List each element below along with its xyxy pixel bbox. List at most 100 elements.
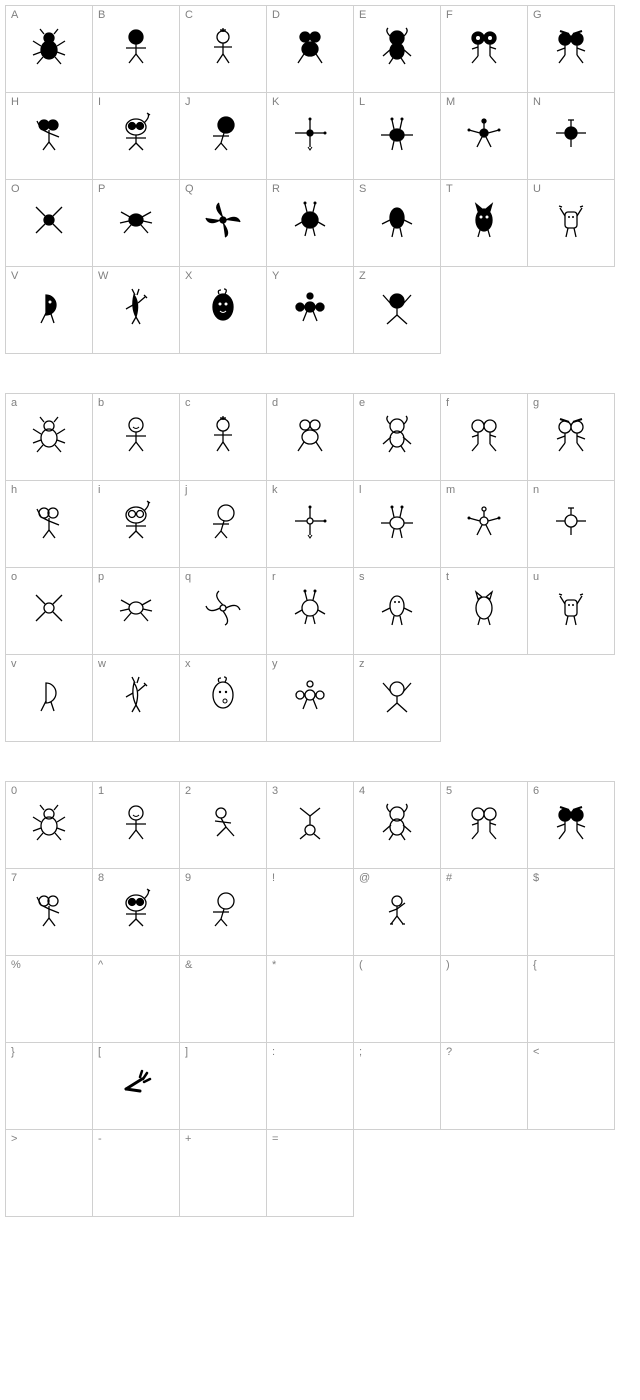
glyph-blank-icon (441, 1057, 527, 1129)
charmap-cell: k (266, 480, 354, 568)
charmap-cell: V (5, 266, 93, 354)
glyph-blank-icon (441, 883, 527, 955)
charmap-cell: 7 (5, 868, 93, 956)
charmap-cell: I (92, 92, 180, 180)
charmap-cell: r (266, 567, 354, 655)
glyph-saturn-icon (528, 107, 614, 179)
glyph-orbit-icon (441, 107, 527, 179)
glyph-double-ball-icon (267, 408, 353, 480)
charmap-cell: d (266, 393, 354, 481)
charmap-cell: T (440, 179, 528, 267)
glyph-cat-icon (441, 194, 527, 266)
charmap-grid: a b c (6, 394, 634, 742)
glyph-double-ball-icon (267, 20, 353, 92)
glyph-half-face-icon (6, 669, 92, 741)
glyph-box-arms-icon (528, 582, 614, 654)
charmap-cell: R (266, 179, 354, 267)
charmap-cell: 1 (92, 781, 180, 869)
charmap-cell: z (353, 654, 441, 742)
glyph-oval-arms-icon (354, 194, 440, 266)
charmap-cell: y (266, 654, 354, 742)
glyph-girl-icon (354, 20, 440, 92)
glyph-angry-eyes-icon (528, 796, 614, 868)
charmap-cell: ! (266, 868, 354, 956)
charmap-cell: > (5, 1129, 93, 1217)
charmap-cell: @ (353, 868, 441, 956)
charmap-cell: c (179, 393, 267, 481)
glyph-run-icon (180, 796, 266, 868)
charmap-cell: # (440, 868, 528, 956)
charmap-cell: s (353, 567, 441, 655)
glyph-glasses-wave-icon (93, 883, 179, 955)
charmap-cell: B (92, 5, 180, 93)
charmap-cell: - (92, 1129, 180, 1217)
glyph-spider-icon (93, 582, 179, 654)
glyph-hand-icon (93, 1057, 179, 1129)
glyph-blank-icon (267, 970, 353, 1042)
glyph-blank-icon (441, 970, 527, 1042)
glyph-antenna-icon (354, 107, 440, 179)
glyph-stick-smile-icon (93, 408, 179, 480)
charmap-cell: : (266, 1042, 354, 1130)
glyph-orbit-icon (441, 495, 527, 567)
glyph-side-head-icon (180, 883, 266, 955)
glyph-stick-cross-icon (180, 20, 266, 92)
charmap-cell: < (527, 1042, 615, 1130)
glyph-half-face-icon (6, 281, 92, 353)
charmap-cell: ; (353, 1042, 441, 1130)
glyph-side-head-icon (180, 495, 266, 567)
charmap-cell: q (179, 567, 267, 655)
charmap-cell: F (440, 5, 528, 93)
glyph-side-head-icon (180, 107, 266, 179)
charmap-cell: j (179, 480, 267, 568)
charmap-cell: a (5, 393, 93, 481)
charmap-cell: Q (179, 179, 267, 267)
charmap-cell: [ (92, 1042, 180, 1130)
charmap-cell: W (92, 266, 180, 354)
charmap-cell: Z (353, 266, 441, 354)
glyph-spider-icon (93, 194, 179, 266)
glyph-blank-icon (93, 1144, 179, 1216)
glyph-girl-icon (354, 408, 440, 480)
charmap-container: A B C (0, 0, 640, 1297)
glyph-ball-antenna-icon (267, 582, 353, 654)
glyph-carrot-icon (93, 281, 179, 353)
glyph-bug-icon (6, 408, 92, 480)
glyph-compass-icon (267, 107, 353, 179)
charmap-grid: 0 1 2 3 (6, 782, 634, 1217)
charmap-cell: E (353, 5, 441, 93)
glyph-wave-left-icon (6, 107, 92, 179)
charmap-cell: 6 (527, 781, 615, 869)
glyph-jump-icon (354, 669, 440, 741)
glyph-stick-cross-icon (180, 408, 266, 480)
section-lowercase: a b c (6, 394, 634, 742)
charmap-cell: ) (440, 955, 528, 1043)
glyph-antenna-icon (354, 495, 440, 567)
glyph-blank-icon (528, 1057, 614, 1129)
charmap-cell: 8 (92, 868, 180, 956)
glyph-wave-left-icon (6, 883, 92, 955)
glyph-ball-antenna-icon (267, 194, 353, 266)
charmap-cell: } (5, 1042, 93, 1130)
glyph-blank-icon (180, 970, 266, 1042)
charmap-cell: = (266, 1129, 354, 1217)
glyph-blank-icon (267, 883, 353, 955)
charmap-cell: & (179, 955, 267, 1043)
glyph-blank-icon (6, 1144, 92, 1216)
charmap-cell: $ (527, 868, 615, 956)
glyph-blank-icon (354, 970, 440, 1042)
glyph-angry-eyes-icon (528, 20, 614, 92)
glyph-blank-icon (6, 970, 92, 1042)
charmap-cell: h (5, 480, 93, 568)
charmap-cell: ( (353, 955, 441, 1043)
glyph-walk-icon (354, 883, 440, 955)
charmap-cell: * (266, 955, 354, 1043)
charmap-cell: D (266, 5, 354, 93)
charmap-cell: ? (440, 1042, 528, 1130)
charmap-cell: f (440, 393, 528, 481)
glyph-jump-icon (354, 281, 440, 353)
glyph-triple-ball-icon (267, 281, 353, 353)
glyph-oval-arms-icon (354, 582, 440, 654)
charmap-cell: x (179, 654, 267, 742)
glyph-x-legs-icon (6, 582, 92, 654)
